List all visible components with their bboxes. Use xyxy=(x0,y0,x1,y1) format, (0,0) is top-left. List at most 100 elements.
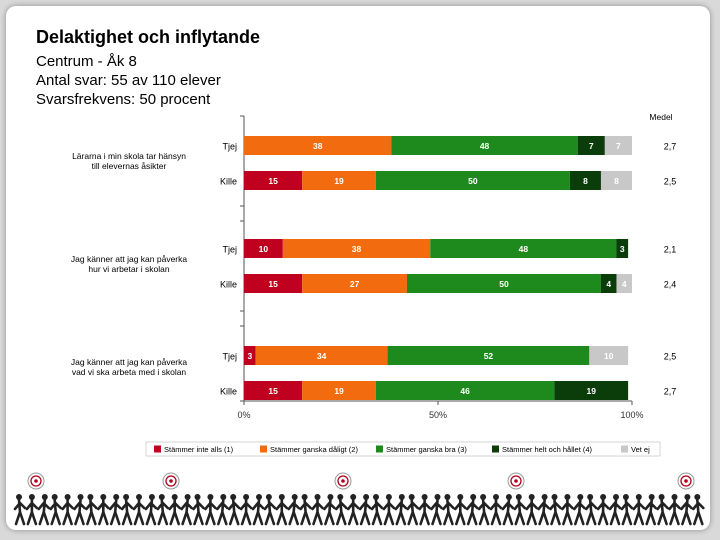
bar-value-label: 15 xyxy=(268,176,278,186)
person-figure-body xyxy=(430,498,443,526)
person-figure-body xyxy=(216,498,229,526)
legend-swatch xyxy=(154,445,161,453)
person-figure-body xyxy=(227,498,241,526)
person-figure-body xyxy=(644,498,657,526)
bar-value-label: 15 xyxy=(268,386,278,396)
person-figure-head xyxy=(671,494,678,500)
legend-label: Stämmer ganska bra (3) xyxy=(386,445,467,454)
person-figure-head xyxy=(243,494,250,500)
target-icon-ring xyxy=(680,475,692,487)
question-label: till elevernas åsikter xyxy=(92,161,167,171)
person-figure-head xyxy=(421,494,428,500)
person-figure-head xyxy=(113,494,120,500)
person-figure-body xyxy=(477,498,491,526)
person-figure-head xyxy=(373,494,379,500)
bar-segment xyxy=(569,171,601,190)
person-figure-head xyxy=(158,494,165,500)
person-figure-body xyxy=(25,498,39,526)
person-figure-body xyxy=(573,498,586,526)
person-figure-head xyxy=(327,494,334,500)
target-icon-center xyxy=(684,479,688,483)
person-figure-head xyxy=(564,494,571,500)
person-figure-head xyxy=(184,494,191,500)
person-figure-head xyxy=(64,494,71,500)
mean-value: 2,5 xyxy=(664,177,677,187)
person-figure-head xyxy=(444,494,451,500)
person-figure-body xyxy=(156,498,170,526)
mean-value: 2,5 xyxy=(664,352,677,362)
bar-segment xyxy=(244,274,303,293)
person-figure-head xyxy=(541,494,548,500)
bar-value-label: 38 xyxy=(352,244,362,254)
person-figure-body xyxy=(239,498,253,526)
bar-value-label: 48 xyxy=(519,244,529,254)
bar-segment xyxy=(406,274,601,293)
bar-value-label: 0 xyxy=(630,244,635,254)
bar-value-label: 27 xyxy=(350,279,360,289)
bar-segment xyxy=(302,274,407,293)
person-figure-body xyxy=(204,498,217,526)
bar-segment xyxy=(244,239,283,258)
bar-value-label: 48 xyxy=(480,141,490,151)
person-figure-head xyxy=(256,494,262,500)
page-title: Delaktighet och inflytande xyxy=(36,27,261,47)
legend-label: Stämmer inte alls (1) xyxy=(164,445,234,454)
bar-segment xyxy=(577,136,605,155)
bar-value-label: 8 xyxy=(614,176,619,186)
person-figure-body xyxy=(525,498,538,526)
person-figure-body xyxy=(287,498,300,526)
question-label: Jag känner att jag kan påverka xyxy=(71,357,188,367)
person-figure-body xyxy=(418,498,431,526)
row-label: Kille xyxy=(220,387,237,397)
person-figure-body xyxy=(465,498,479,526)
mean-value: 2,4 xyxy=(664,280,677,290)
bar-value-label: 4 xyxy=(606,279,611,289)
row-label: Tjej xyxy=(222,245,237,255)
bar-segment xyxy=(244,381,303,400)
x-tick-label: 100% xyxy=(620,410,643,420)
question-label: Jag känner att jag kan påverka xyxy=(71,254,188,264)
bar-value-label: 19 xyxy=(334,176,344,186)
bar-value-label: 50 xyxy=(499,279,509,289)
bar-segment xyxy=(554,381,629,400)
person-figure-body xyxy=(442,498,455,526)
bar-value-label: 3 xyxy=(620,244,625,254)
person-figure-head xyxy=(613,494,619,500)
row-label: Tjej xyxy=(222,352,237,362)
bar-segment xyxy=(616,274,632,293)
bar-segment xyxy=(244,171,303,190)
walking-people-illustration xyxy=(13,494,705,526)
target-icon-center xyxy=(34,479,38,483)
person-figure-body xyxy=(275,498,289,526)
stacked-bar-chart: 0%50%100%MedelTjej03848772,7Kille1519508… xyxy=(71,112,677,457)
mean-value: 2,7 xyxy=(664,142,677,152)
bar-value-label: 34 xyxy=(317,351,327,361)
person-figure-body xyxy=(192,498,205,526)
legend-label: Vet ej xyxy=(631,445,650,454)
mean-value: 2,7 xyxy=(664,387,677,397)
person-figure-body xyxy=(537,498,550,526)
x-tick-label: 0% xyxy=(237,410,250,420)
person-figure-head xyxy=(635,494,642,500)
question-label: hur vi arbetar i skolan xyxy=(88,264,170,274)
bar-segment xyxy=(375,171,570,190)
person-figure-head xyxy=(100,494,107,500)
bar-value-label: 7 xyxy=(616,141,621,151)
legend-swatch xyxy=(376,445,383,453)
person-figure-body xyxy=(620,498,634,526)
person-figure-body xyxy=(132,498,146,526)
person-figure-head xyxy=(408,494,415,500)
target-icon-center xyxy=(341,479,345,483)
person-figure-body xyxy=(513,498,527,526)
person-figure-head xyxy=(87,494,94,500)
person-figure-body xyxy=(311,498,324,526)
legend-swatch xyxy=(621,445,628,453)
bar-segment xyxy=(600,274,617,293)
mean-header: Medel xyxy=(649,112,672,122)
bar-value-label: 46 xyxy=(460,386,470,396)
bar-value-label: 7 xyxy=(589,141,594,151)
legend-box xyxy=(145,441,661,457)
person-figure-head xyxy=(16,494,22,500)
person-figure-head xyxy=(457,494,464,500)
person-figure-head xyxy=(622,494,629,500)
